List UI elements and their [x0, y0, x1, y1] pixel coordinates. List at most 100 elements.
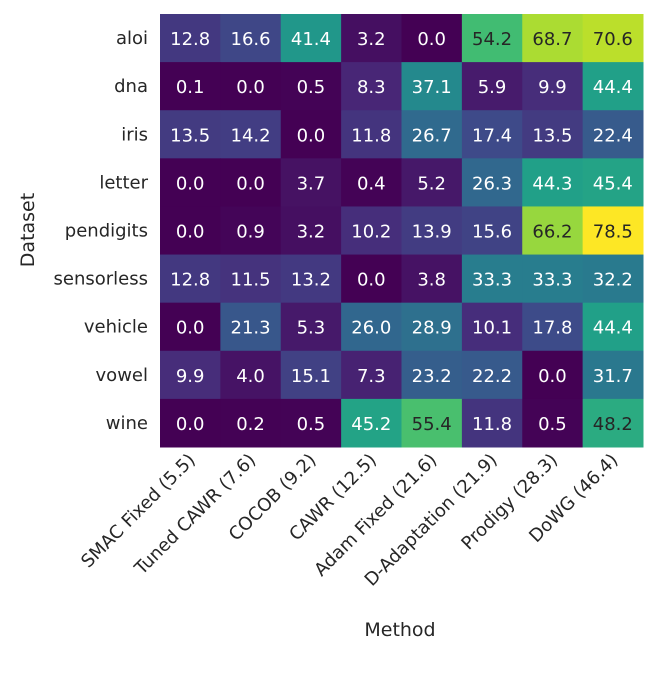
heatmap-cell: [280, 14, 342, 63]
cell-value-label: 32.2: [593, 270, 633, 291]
cell-value-label: 68.7: [532, 29, 572, 50]
cell-value-label: 0.0: [176, 414, 205, 435]
heatmap-cell: [220, 206, 282, 256]
heatmap-cell: [582, 110, 644, 159]
cell-value-label: 4.0: [236, 366, 265, 387]
heatmap-cell: [341, 110, 402, 159]
heatmap-cell: [341, 158, 402, 207]
heatmap-cell: [220, 110, 282, 159]
y-tick-label: wine: [106, 413, 148, 434]
cell-value-label: 5.9: [478, 77, 507, 98]
cell-value-label: 31.7: [593, 366, 633, 387]
heatmap-cell: [341, 350, 402, 400]
cell-value-label: 15.1: [291, 366, 331, 387]
cell-value-label: 54.2: [472, 29, 512, 50]
heatmap-cell: [461, 158, 523, 207]
heatmap-cell: [280, 110, 342, 159]
heatmap-cell: [522, 14, 584, 63]
cell-value-label: 0.5: [297, 414, 326, 435]
heatmap-cell: [582, 158, 644, 207]
cell-value-label: 0.0: [417, 29, 446, 50]
heatmap-cell: [582, 350, 644, 400]
heatmap-cell: [522, 254, 584, 304]
cell-value-label: 9.9: [538, 77, 567, 98]
heatmap-cell: [401, 350, 463, 400]
heatmap-cell: [401, 62, 463, 111]
heatmap-cell: [401, 398, 463, 448]
heatmap-cell: [160, 62, 221, 111]
cell-value-label: 45.2: [351, 414, 391, 435]
cell-value-label: 0.0: [176, 222, 205, 243]
cell-value-label: 26.0: [351, 318, 391, 339]
cell-value-label: 11.5: [231, 270, 271, 291]
cell-value-label: 0.1: [176, 77, 205, 98]
heatmap-cell: [401, 254, 463, 304]
heatmap-cell: [280, 398, 342, 448]
heatmap-cell: [522, 302, 584, 352]
cell-value-label: 22.2: [472, 366, 512, 387]
y-tick-label: letter: [99, 172, 148, 193]
y-tick-label: pendigits: [65, 221, 148, 242]
heatmap-cell: [461, 302, 523, 352]
heatmap-cell: [461, 398, 523, 448]
heatmap-cell: [280, 158, 342, 207]
cell-value-label: 8.3: [357, 77, 386, 98]
cell-value-label: 0.0: [236, 173, 265, 194]
heatmap-cell: [160, 14, 221, 63]
cell-value-label: 0.0: [176, 173, 205, 194]
cell-value-label: 13.5: [170, 125, 210, 146]
cell-value-label: 0.9: [236, 222, 265, 243]
cell-value-label: 37.1: [412, 77, 452, 98]
heatmap-cell: [582, 302, 644, 352]
x-axis-label: Method: [364, 619, 435, 641]
cell-value-label: 26.7: [412, 125, 452, 146]
y-tick-label: iris: [121, 124, 148, 145]
cell-value-label: 0.2: [236, 414, 265, 435]
cell-value-label: 41.4: [291, 29, 331, 50]
y-tick-label: sensorless: [54, 269, 148, 290]
heatmap-cell: [461, 62, 523, 111]
heatmap-cell: [341, 398, 402, 448]
heatmap-cell: [522, 350, 584, 400]
heatmap-cell: [582, 14, 644, 63]
heatmap-cell: [582, 254, 644, 304]
cell-value-label: 28.9: [412, 318, 452, 339]
heatmap-cell: [461, 110, 523, 159]
cell-value-label: 0.0: [297, 125, 326, 146]
heatmap-cell: [280, 62, 342, 111]
heatmap-cell: [401, 302, 463, 352]
cell-value-label: 44.3: [532, 173, 572, 194]
cell-value-label: 33.3: [532, 270, 572, 291]
heatmap-cell: [461, 206, 523, 256]
heatmap-cell: [582, 206, 644, 256]
cell-value-label: 0.0: [538, 366, 567, 387]
heatmap-cell: [582, 62, 644, 111]
cell-value-label: 3.7: [297, 173, 326, 194]
cell-value-label: 17.4: [472, 125, 512, 146]
heatmap-cell: [280, 254, 342, 304]
heatmap-cell: [522, 110, 584, 159]
heatmap-cell: [341, 302, 402, 352]
heatmap-cell: [160, 110, 221, 159]
heatmap-cell: [522, 62, 584, 111]
cell-value-label: 12.8: [170, 29, 210, 50]
cell-value-label: 15.6: [472, 222, 512, 243]
heatmap-cell: [341, 254, 402, 304]
cell-value-label: 45.4: [593, 173, 633, 194]
heatmap-cell: [401, 14, 463, 63]
cell-value-label: 13.9: [412, 222, 452, 243]
heatmap-cell: [341, 62, 402, 111]
heatmap-cell: [160, 158, 221, 207]
cell-value-label: 48.2: [593, 414, 633, 435]
y-tick-label: vehicle: [84, 317, 148, 338]
cell-value-label: 0.0: [357, 270, 386, 291]
cell-value-label: 55.4: [412, 414, 452, 435]
heatmap-cell: [280, 302, 342, 352]
cell-value-label: 33.3: [472, 270, 512, 291]
heatmap-cell: [220, 14, 282, 63]
heatmap-cell: [461, 254, 523, 304]
cell-value-label: 21.3: [231, 318, 271, 339]
cell-value-label: 13.2: [291, 270, 331, 291]
cell-value-label: 10.2: [351, 222, 391, 243]
cell-value-label: 10.1: [472, 318, 512, 339]
